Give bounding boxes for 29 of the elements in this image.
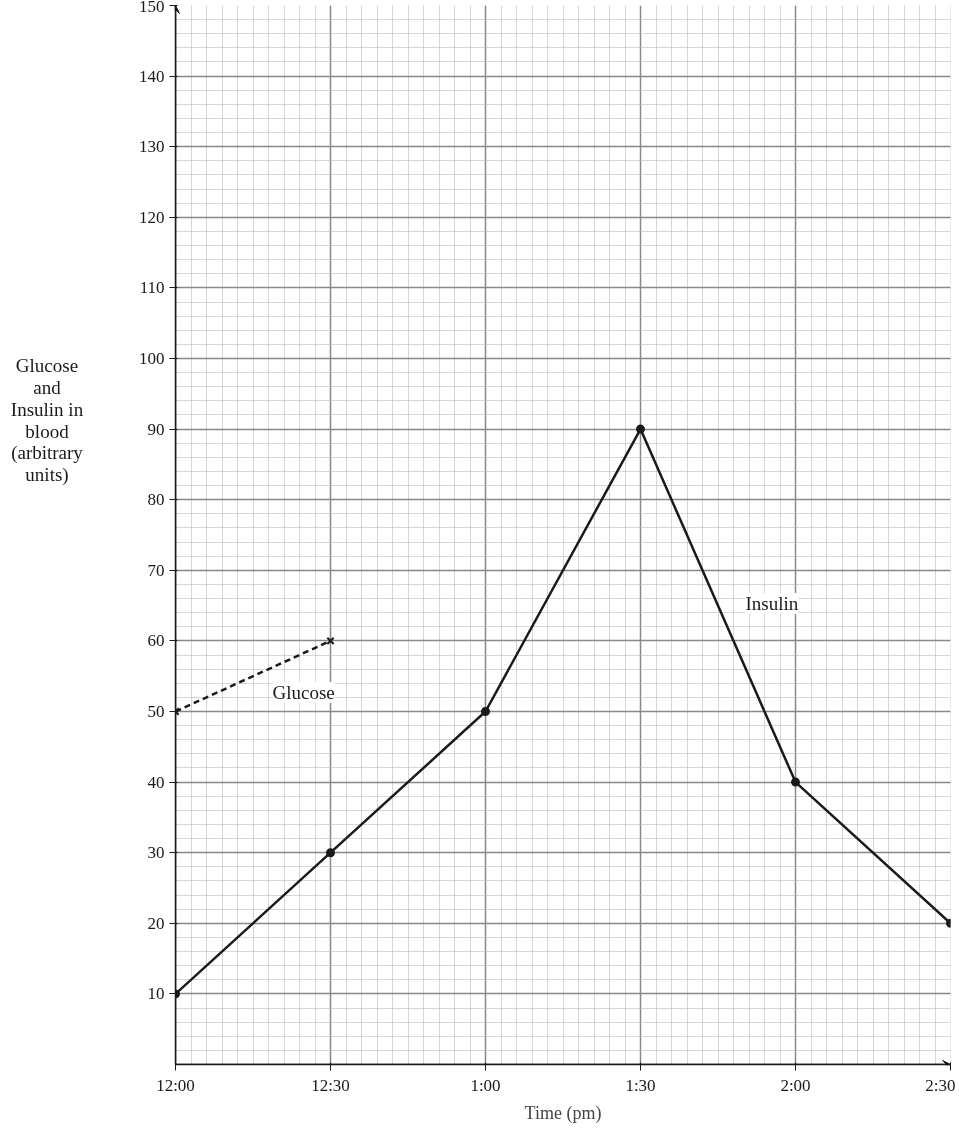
x-tick-label: 1:30: [625, 1075, 656, 1095]
x-tick-label: 12:30: [311, 1075, 350, 1095]
y-tick-label: 100: [139, 349, 165, 368]
x-tick-label: 2:30: [925, 1075, 956, 1095]
series-label: Glucose: [272, 681, 335, 703]
y-tick-label: 90: [147, 419, 165, 439]
y-tick-label: 130: [139, 137, 165, 157]
y-tick-label: 10: [147, 984, 165, 1004]
y-tick-label: 120: [139, 207, 165, 227]
x-tick-label: 1:00: [470, 1075, 501, 1095]
point: [481, 707, 490, 716]
y-tick-label: 150: [139, 0, 165, 16]
y-tick-label: 30: [147, 843, 165, 863]
x-tick-label: 2:00: [780, 1075, 811, 1095]
x-tick-label: 12:00: [156, 1075, 195, 1095]
y-tick-label: 70: [147, 560, 165, 580]
y-tick-label: 140: [139, 66, 165, 86]
x-axis-title: Time (pm): [524, 1102, 602, 1124]
y-axis-title: Glucose and Insulin in blood (arbitrary units): [9, 355, 85, 487]
series-label: Insulin: [745, 593, 799, 615]
y-tick-label: 50: [147, 702, 165, 721]
point: [636, 424, 645, 434]
y-tick-label: 110: [139, 278, 165, 298]
y-tick-label: 40: [147, 772, 165, 792]
y-tick-label: 20: [147, 913, 165, 933]
y-tick-label: 80: [147, 490, 165, 510]
point: [326, 848, 335, 858]
y-tick-label: 60: [147, 631, 165, 651]
point: [791, 777, 800, 787]
